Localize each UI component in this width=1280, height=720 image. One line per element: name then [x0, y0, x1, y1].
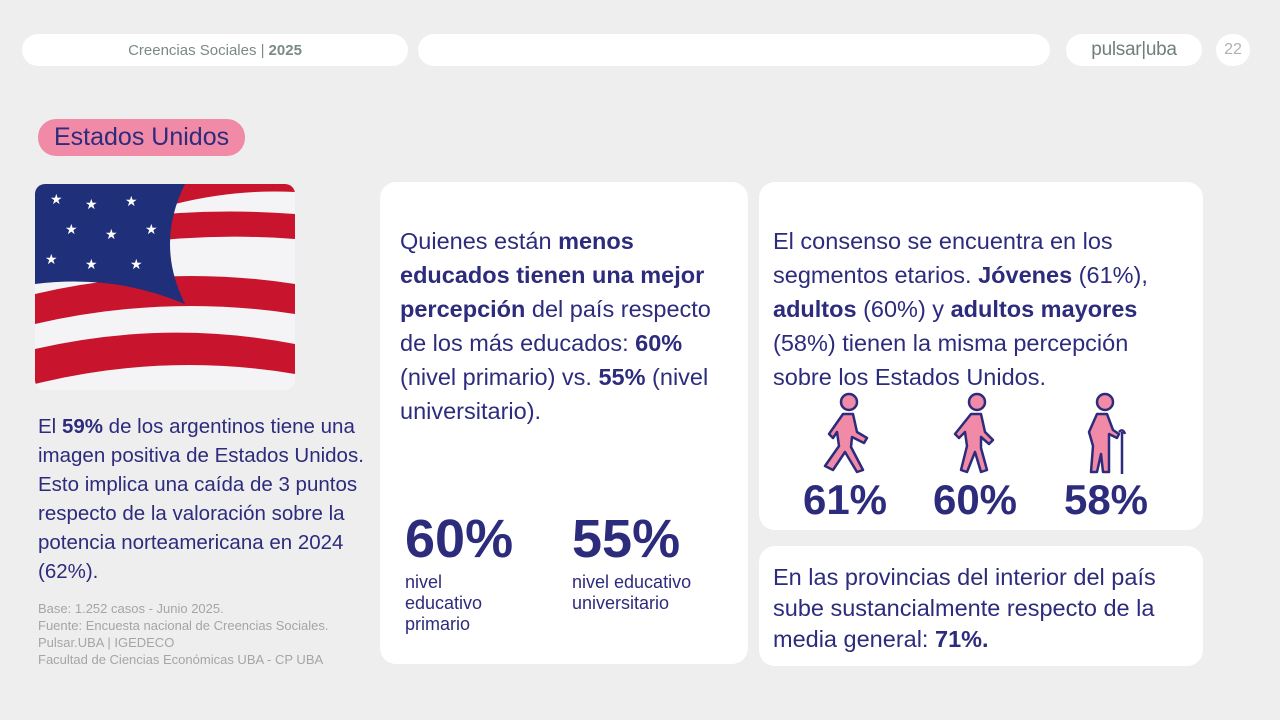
text: El consenso se encuentra en los segmento… — [773, 228, 1113, 288]
page-number: 22 — [1216, 34, 1250, 66]
text: (58%) tienen la misma percepción sobre l… — [773, 330, 1129, 390]
svg-text:★: ★ — [50, 192, 63, 208]
education-card: Quienes están menos educados tienen una … — [380, 182, 748, 664]
source-line: Facultad de Ciencias Económicas UBA - CP… — [38, 652, 324, 667]
text: Quienes están — [400, 228, 559, 254]
highlight: 71%. — [935, 626, 989, 652]
lead-paragraph: El 59% de los argentinos tiene una image… — [38, 412, 378, 586]
text: (61%), — [1072, 262, 1148, 288]
svg-text:★: ★ — [145, 222, 158, 238]
stat-primary: 60% nivel educativo primario — [405, 512, 513, 635]
stat-label: nivel educativo primario — [405, 572, 483, 634]
source-note: Base: 1.252 casos - Junio 2025. Fuente: … — [38, 600, 329, 668]
lead-text: El — [38, 415, 62, 438]
provinces-card: En las provincias del interior del país … — [759, 546, 1203, 666]
text: (nivel universitario). — [400, 364, 709, 424]
source-line: Base: 1.252 casos - Junio 2025. — [38, 601, 224, 616]
stat-university: 55% nivel educativo universitario — [572, 512, 692, 614]
young-walking-person-icon — [823, 392, 869, 474]
us-flag-image: ★ ★ ★ ★ ★ ★ ★ ★ ★ — [35, 184, 295, 390]
text: En las provincias del interior del país … — [773, 564, 1156, 652]
text: (nivel primario) vs. — [400, 364, 599, 390]
stat-value: 55% — [572, 509, 681, 569]
header-title-text: Creencias Sociales | — [128, 41, 265, 59]
svg-text:★: ★ — [130, 257, 143, 273]
stat-label: nivel educativo universitario — [572, 572, 692, 613]
text: (60%) y — [856, 296, 951, 322]
header-year: 2025 — [268, 41, 302, 59]
age-value-young: 61% — [802, 476, 888, 523]
highlight: adultos mayores — [950, 296, 1138, 322]
svg-text:★: ★ — [65, 222, 78, 238]
elderly-person-with-cane-icon — [1087, 392, 1127, 474]
svg-text:★: ★ — [85, 257, 98, 273]
svg-text:★: ★ — [45, 252, 58, 268]
header-spacer — [418, 34, 1050, 66]
stat-value: 60% — [405, 509, 514, 569]
lead-highlight: 59% — [61, 415, 103, 438]
age-text: El consenso se encuentra en los segmento… — [773, 224, 1193, 394]
section-badge: Estados Unidos — [38, 119, 246, 156]
highlight: adultos — [773, 296, 857, 322]
age-value-elderly: 58% — [1063, 476, 1149, 523]
svg-text:★: ★ — [125, 194, 138, 210]
text: del país respecto de los más educados: — [400, 296, 711, 356]
adult-walking-person-icon — [953, 392, 995, 474]
age-value-adult: 60% — [932, 476, 1018, 523]
highlight: 55% — [598, 364, 646, 390]
highlight: 60% — [635, 330, 683, 356]
source-line: Fuente: Encuesta nacional de Creencias S… — [38, 618, 329, 633]
svg-text:★: ★ — [105, 227, 118, 243]
header-title: Creencias Sociales | 2025 — [22, 34, 408, 66]
highlight: menos educados tienen una mejor percepci… — [400, 228, 705, 322]
highlight: Jóvenes — [978, 262, 1073, 288]
lead-text: de los argentinos tiene una imagen posit… — [38, 415, 364, 583]
source-line: Pulsar.UBA | IGEDECO — [38, 635, 175, 650]
pulsar-uba-logo: pulsar|uba — [1066, 34, 1202, 66]
provinces-text: En las provincias del interior del país … — [773, 562, 1193, 655]
svg-text:★: ★ — [85, 197, 98, 213]
education-text: Quienes están menos educados tienen una … — [400, 224, 730, 428]
